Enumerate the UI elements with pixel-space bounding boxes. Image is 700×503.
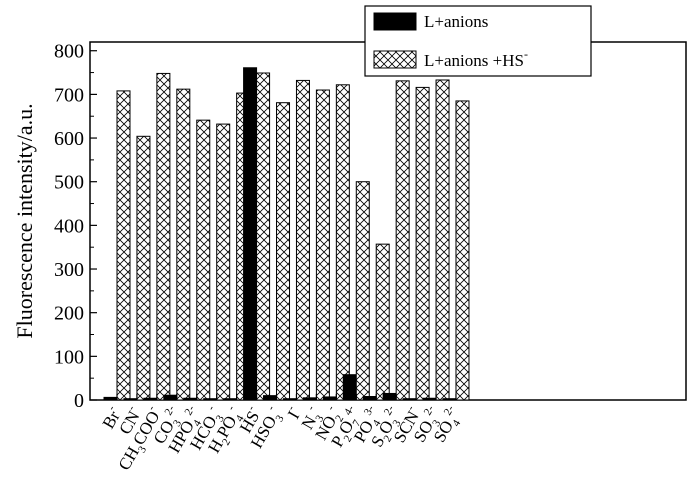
legend: L+anions L+anions +HS- (364, 5, 592, 77)
x-tick-label-part: 3 (171, 418, 184, 429)
bar-br-l-anions-hs (116, 90, 131, 401)
bar-p2o7-l-anions-hs (355, 181, 370, 401)
x-tick-label-part: 3 (390, 418, 403, 429)
bar-po4-l-anions-hs (375, 243, 390, 401)
x-tick-label-part: 3 (136, 444, 149, 455)
x-tick-label-part: 2- (162, 403, 177, 417)
x-tick-label-part: 2 (220, 437, 233, 448)
x-tick-label-part: 2- (382, 403, 397, 417)
x-tick-label-part: 2- (422, 403, 437, 417)
bar-hs-l-anions (243, 67, 258, 401)
y-tick-label-700: 700 (54, 84, 84, 106)
x-axis: Br-CN-CH3COO-CO32-HPO42-HCO3-H2PO4-HS-HS… (99, 394, 464, 473)
bar-so3-l-anions-hs (435, 79, 450, 401)
x-tick-label-part: 4 (234, 413, 247, 424)
bar-co3-l-anions (163, 394, 178, 401)
legend-label-l-anions-hs: L+anions +HS- (424, 47, 528, 70)
x-tick-label-part: 3 (430, 418, 443, 429)
x-tick-label-part: 4 (191, 418, 204, 429)
y-tick-label-800: 800 (54, 41, 84, 63)
bar-no2-l-anions-hs (335, 84, 350, 401)
x-tick-label-part: 2- (182, 403, 197, 417)
bar-ch3coo-l-anions (143, 397, 158, 401)
x-tick-label-part: 4 (450, 418, 463, 429)
bar-h2po4-l-anions (223, 398, 238, 401)
x-tick-label-part: 2 (382, 433, 395, 444)
y-axis: 0 100 200 300 400 500 600 700 800 (54, 41, 97, 412)
x-tick-label-part: 2- (442, 403, 457, 417)
x-tick-label-part: 7 (350, 418, 363, 429)
y-axis-label: Fluorescence intensity/a.u. (12, 103, 37, 338)
bar-n3-l-anions (302, 397, 317, 401)
x-tick-label-part: - (405, 403, 417, 412)
bar-po4-l-anions (362, 396, 377, 401)
x-tick-label-part: 4 (370, 418, 383, 429)
bar-hpo4-l-anions (183, 397, 198, 401)
x-tick-label-part: 3- (362, 403, 377, 417)
bar-i-l-anions (282, 398, 297, 401)
x-tick-label-part: 3 (313, 413, 326, 424)
y-tick-label-300: 300 (54, 259, 84, 281)
x-tick-label-part: - (205, 403, 217, 412)
bar-n3-l-anions-hs (315, 89, 330, 401)
y-tick-label-200: 200 (54, 303, 84, 325)
legend-swatch-l-anions (373, 12, 417, 31)
bar-ch3coo-l-anions-hs (156, 72, 171, 401)
bar-hco3-l-anions-hs (216, 123, 231, 401)
bar-cn-l-anions-hs (136, 135, 151, 401)
legend-label-l-anions-hs-text: L+anions +HS (424, 51, 524, 70)
legend-swatch-l-anions-hs (373, 50, 417, 69)
x-tick-label-part: - (105, 403, 117, 412)
x-tick-label-part: - (285, 403, 297, 412)
bar-p2o7-l-anions (342, 374, 357, 401)
y-tick-label-600: 600 (54, 128, 84, 150)
bars-layer (103, 67, 470, 401)
bar-hpo4-l-anions-hs (196, 119, 211, 401)
x-tick-label-part: - (225, 403, 237, 412)
legend-label-l-anions: L+anions (424, 12, 488, 31)
bar-scn-l-anions (402, 398, 417, 401)
bar-i-l-anions-hs (295, 79, 310, 401)
bar-scn-l-anions-hs (415, 86, 430, 401)
y-tick-label-100: 100 (54, 346, 84, 368)
bar-so4-l-anions (442, 398, 457, 401)
bar-hso3-l-anions-hs (276, 102, 291, 401)
bar-s2o3-l-anions-hs (395, 80, 410, 401)
y-tick-label-400: 400 (54, 215, 84, 237)
x-tick-label-part: - (245, 403, 257, 412)
bar-hco3-l-anions (203, 398, 218, 401)
bar-so3-l-anions (422, 397, 437, 401)
x-tick-label-part: 2 (342, 433, 355, 444)
x-tick-label-part: - (145, 403, 157, 412)
x-tick-label-part: 4- (342, 403, 357, 417)
x-tick-label-part: - (305, 403, 317, 412)
y-tick-label-0: 0 (74, 390, 84, 412)
bar-co3-l-anions-hs (176, 88, 191, 401)
y-tick-label-500: 500 (54, 172, 84, 194)
bar-cn-l-anions (123, 398, 138, 401)
x-tick-label-part: 2 (333, 413, 346, 424)
x-tick-label-part: 3 (273, 413, 286, 424)
bar-so4-l-anions-hs (455, 100, 470, 401)
x-tick-label-part: 3 (214, 413, 227, 424)
bar-s2o3-l-anions (382, 392, 397, 401)
x-tick-label-part: - (265, 403, 277, 412)
bar-no2-l-anions (322, 396, 337, 401)
x-tick-label-part: - (125, 403, 137, 412)
x-tick-label-part: - (325, 403, 337, 412)
bar-hs-l-anions-hs (256, 72, 271, 401)
legend-label-l-anions-hs-sup: - (524, 47, 528, 61)
bar-hso3-l-anions (263, 395, 278, 401)
bar-br-l-anions (103, 396, 118, 401)
